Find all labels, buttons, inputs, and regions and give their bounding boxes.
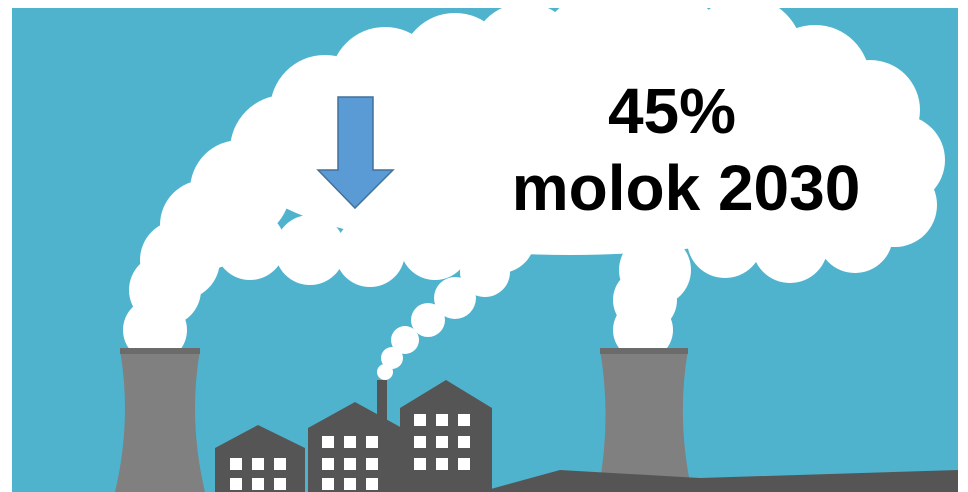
cooling-tower-right bbox=[598, 348, 692, 492]
cooling-tower-left bbox=[115, 348, 205, 492]
page: {"headline": {"line1": "45%", "line2": "… bbox=[0, 0, 968, 492]
headline-subtitle: molok 2030 bbox=[512, 152, 861, 224]
headline-percent: 45% bbox=[608, 75, 736, 147]
illustration: 45% molok 2030 bbox=[0, 0, 968, 492]
